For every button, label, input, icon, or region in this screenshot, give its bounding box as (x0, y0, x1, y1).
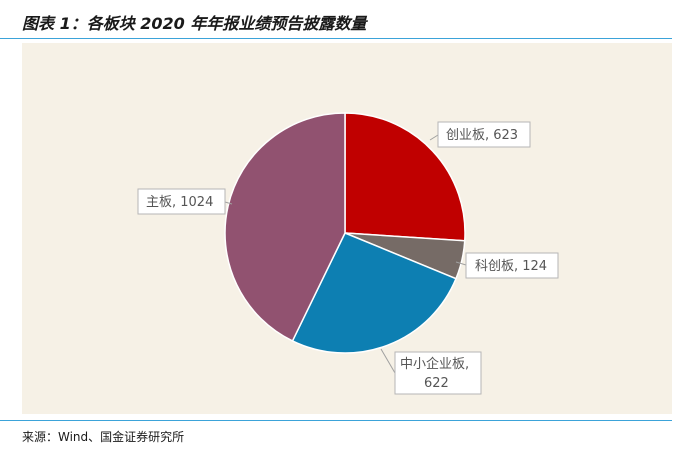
label-box-kechuang (465, 252, 559, 279)
data-label-zhongxiao-line2: 622 (424, 376, 449, 391)
data-label-zhongxiao-line1: 中小企业板, (400, 356, 469, 372)
label-box-zhuban (137, 188, 226, 215)
data-label-kechuang: 科创板, 124 (475, 259, 547, 274)
leader-line-zhongxiao (380, 348, 396, 374)
leader-line-zhuban (224, 201, 233, 205)
data-label-chuangye: 创业板, 623 (446, 128, 518, 143)
leader-line-chuangye (429, 134, 439, 141)
pie-slice-zhuban (224, 112, 346, 342)
pie-slices (224, 112, 466, 354)
label-box-zhongxiao (394, 351, 482, 395)
leader-line-kechuang (455, 261, 467, 266)
source-note: 来源：Wind、国金证券研究所 (22, 430, 185, 444)
leader-lines (224, 134, 467, 374)
top-rule (0, 38, 672, 39)
pie-slice-chuangye (344, 112, 466, 242)
figure-title: 图表 1：各板块 2020 年年报业绩预告披露数量 (22, 14, 367, 33)
bottom-rule (0, 420, 672, 421)
pie-slice-zhongxiao (291, 232, 457, 354)
data-label-zhuban: 主板, 1024 (146, 195, 213, 210)
label-box-chuangye (437, 121, 531, 148)
